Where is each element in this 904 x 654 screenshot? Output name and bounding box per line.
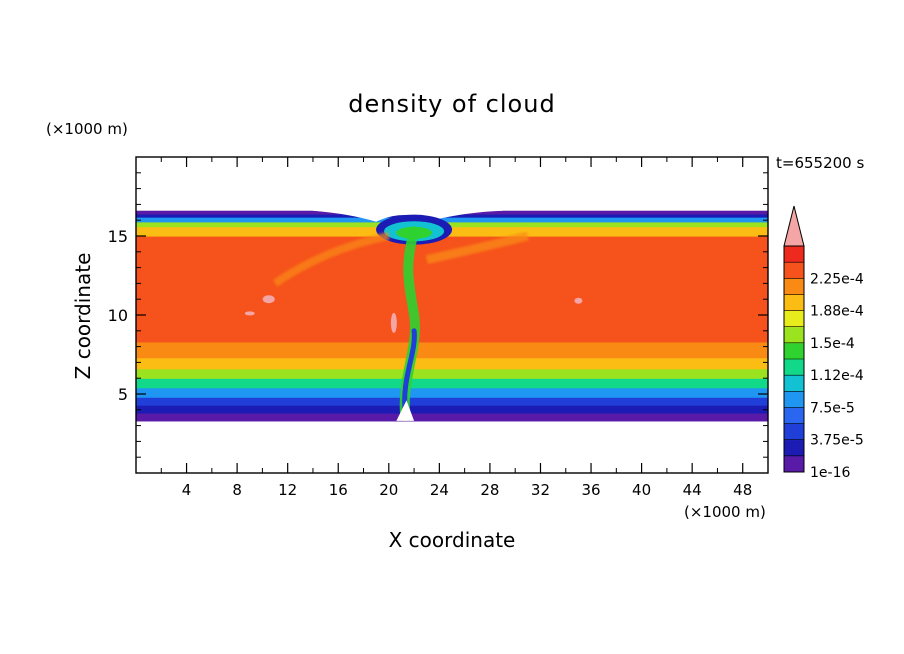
colorbar-segment (784, 246, 804, 263)
field-patch (574, 297, 583, 304)
field-patch (262, 295, 275, 304)
y-tick-label: 5 (118, 385, 128, 404)
colorbar-segment (784, 423, 804, 441)
field-patch (244, 311, 255, 316)
colorbar-label: 1e-16 (810, 465, 850, 481)
field-band (136, 397, 768, 406)
density-field (136, 196, 768, 422)
x-tick-label: 36 (581, 481, 600, 499)
field-band (136, 322, 768, 343)
x-tick-label: 4 (182, 481, 192, 499)
colorbar-extend-arrow (783, 205, 805, 247)
plume-gap (396, 400, 415, 421)
colorbar-label: 1.88e-4 (810, 304, 864, 320)
colorbar-segment (784, 407, 804, 424)
y-tick-label: 10 (108, 306, 128, 325)
field-band (136, 221, 768, 228)
colorbar-segment (784, 439, 804, 457)
x-tick-label: 48 (733, 481, 752, 499)
colorbar-label: 3.75e-5 (810, 433, 864, 449)
colorbar-segment (784, 278, 804, 295)
colorbar-label: 2.25e-4 (810, 271, 864, 287)
top-dip (312, 196, 503, 222)
colorbar-segment (784, 294, 804, 311)
colorbar-segment (784, 262, 804, 279)
field-band (136, 387, 768, 398)
time-label: t=655200 s (776, 154, 864, 172)
x-tick-label: 12 (278, 481, 297, 499)
field-band (136, 341, 768, 359)
colorbar-frame (783, 245, 805, 473)
x-tick-label: 20 (379, 481, 398, 499)
x-tick-label: 28 (480, 481, 499, 499)
outflow-left (272, 232, 390, 287)
colorbar-segment (784, 359, 804, 376)
colorbar-segment (784, 326, 804, 344)
x-axis-label: X coordinate (389, 528, 516, 552)
x-units-label: (×1000 m) (684, 503, 766, 521)
y-axis-ticks: 5 10 15 (108, 172, 768, 458)
x-axis-ticks: 4 8 12 16 20 24 28 32 36 40 44 48 (160, 157, 752, 499)
colorbar-segment (784, 391, 804, 408)
colorbar-label: 1.5e-4 (810, 336, 855, 352)
field-band (136, 236, 768, 253)
field-patch (390, 312, 397, 333)
field-band (136, 226, 768, 237)
field-band (136, 217, 768, 223)
colorbar-label: 1.12e-4 (810, 368, 864, 384)
field-band (136, 405, 768, 414)
y-tick-label: 15 (108, 227, 128, 246)
field-band (136, 412, 768, 422)
y-axis-label: Z coordinate (71, 253, 95, 380)
colorbar-segment (784, 342, 804, 360)
x-tick-label: 16 (329, 481, 348, 499)
field-band (136, 378, 768, 389)
x-tick-label: 32 (531, 481, 550, 499)
x-tick-label: 8 (232, 481, 242, 499)
field-band (136, 368, 768, 379)
x-tick-label: 24 (430, 481, 449, 499)
colorbar-segment (784, 375, 804, 392)
x-tick-label: 44 (683, 481, 702, 499)
field-band (136, 357, 768, 370)
field-band (136, 283, 768, 324)
x-tick-label: 40 (632, 481, 651, 499)
colorbar-segment (784, 310, 804, 328)
colorbar-segment (784, 455, 804, 473)
plume-core (402, 328, 417, 414)
chart-title: density of cloud (348, 90, 555, 118)
colorbar: 1e-16 3.75e-5 7.5e-5 1.12e-4 1.5e-4 1.88e-4 2.… (783, 205, 864, 481)
y-units-label: (×1000 m) (46, 120, 128, 138)
colorbar-label: 7.5e-5 (810, 400, 855, 416)
outflow-right (425, 231, 529, 265)
convective-plume (396, 226, 420, 422)
